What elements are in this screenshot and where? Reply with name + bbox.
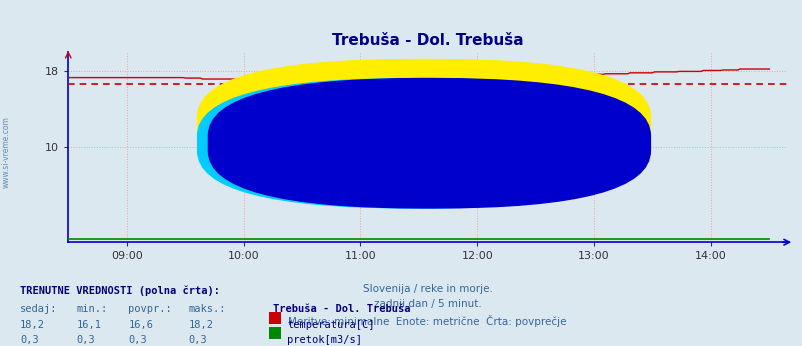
Text: www.si-vreme.com: www.si-vreme.com: [279, 148, 575, 176]
FancyBboxPatch shape: [209, 79, 650, 208]
Text: 18,2: 18,2: [188, 320, 213, 330]
Text: min.:: min.:: [76, 304, 107, 315]
Text: 0,3: 0,3: [76, 335, 95, 345]
Text: temperatura[C]: temperatura[C]: [287, 320, 375, 330]
Text: 0,3: 0,3: [20, 335, 38, 345]
Text: maks.:: maks.:: [188, 304, 226, 315]
Text: povpr.:: povpr.:: [128, 304, 172, 315]
Text: Trebuša - Dol. Trebuša: Trebuša - Dol. Trebuša: [273, 304, 410, 315]
Text: 16,1: 16,1: [76, 320, 101, 330]
Text: TRENUTNE VREDNOSTI (polna črta):: TRENUTNE VREDNOSTI (polna črta):: [20, 285, 220, 296]
FancyBboxPatch shape: [197, 79, 639, 208]
Text: 0,3: 0,3: [128, 335, 147, 345]
FancyBboxPatch shape: [197, 60, 650, 193]
Text: sedaj:: sedaj:: [20, 304, 58, 315]
Text: www.si-vreme.com: www.si-vreme.com: [2, 116, 11, 188]
Text: 16,6: 16,6: [128, 320, 153, 330]
Text: 0,3: 0,3: [188, 335, 207, 345]
Text: pretok[m3/s]: pretok[m3/s]: [287, 335, 362, 345]
Title: Trebuša - Dol. Trebuša: Trebuša - Dol. Trebuša: [331, 33, 523, 48]
Text: Slovenija / reke in morje.
zadnji dan / 5 minut.
Meritve: minimalne  Enote: metr: Slovenija / reke in morje. zadnji dan / …: [288, 284, 566, 327]
Text: 18,2: 18,2: [20, 320, 45, 330]
